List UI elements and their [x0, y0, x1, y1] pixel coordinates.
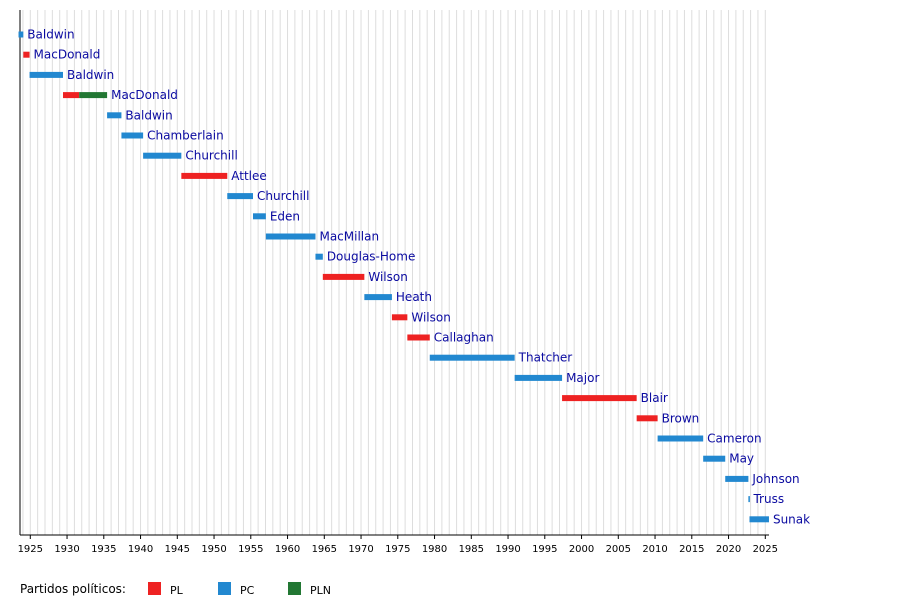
pm-name-label: Wilson	[411, 310, 450, 324]
x-tick-label: 1940	[128, 544, 153, 555]
timeline-bar	[23, 51, 30, 58]
pm-name-label: Baldwin	[67, 68, 114, 82]
x-tick-label: 2015	[679, 544, 704, 555]
pm-name-label: Chamberlain	[147, 129, 224, 143]
timeline-bar	[514, 374, 563, 381]
timeline-bar	[322, 273, 365, 280]
legend-label-pc: PC	[240, 584, 255, 597]
timeline-bar	[315, 253, 323, 260]
pm-name-label: Heath	[396, 290, 432, 304]
x-tick-label: 1995	[532, 544, 557, 555]
timeline-bar	[636, 415, 658, 422]
pm-name-label: Thatcher	[518, 351, 573, 365]
timeline-bar	[391, 314, 408, 321]
party-legend: Partidos políticos: PL PC PLN	[20, 582, 331, 597]
timeline-bar	[562, 395, 637, 402]
pm-name-label: Baldwin	[125, 108, 172, 122]
timeline-bars: Baldwin MacDonald Baldwin MacDonald Baldwin C…	[18, 28, 810, 526]
timeline-bar	[703, 455, 726, 462]
legend-label-pln: PLN	[310, 584, 331, 597]
x-tick-label: 1985	[459, 544, 484, 555]
x-tick-label: 1925	[18, 544, 43, 555]
pm-name-label: Eden	[270, 209, 300, 223]
x-tick-label: 1935	[91, 544, 116, 555]
legend-swatch-pc	[218, 582, 231, 595]
timeline-bar	[429, 354, 515, 361]
pm-name-label: Sunak	[773, 512, 810, 526]
timeline-bar	[227, 193, 253, 200]
pm-name-label: Blair	[641, 391, 668, 405]
x-tick-label: 2000	[569, 544, 594, 555]
x-tick-label: 1980	[422, 544, 447, 555]
x-tick-label: 2020	[716, 544, 741, 555]
pm-name-label: Callaghan	[434, 331, 494, 345]
timeline-bar	[748, 496, 750, 503]
timeline-bar	[364, 294, 392, 301]
pm-name-label: Major	[566, 371, 599, 385]
pm-name-label: Brown	[662, 411, 700, 425]
x-tick-label: 1945	[165, 544, 190, 555]
pm-name-label: MacDonald	[34, 48, 101, 62]
pm-name-label: Churchill	[257, 189, 309, 203]
x-tick-label: 1975	[385, 544, 410, 555]
legend-swatch-pl	[148, 582, 161, 595]
x-tick-label: 2005	[606, 544, 631, 555]
timeline-bar	[265, 233, 316, 240]
timeline-bar	[252, 213, 266, 220]
pm-name-label: Attlee	[231, 169, 267, 183]
timeline-bar	[121, 132, 144, 139]
x-tick-label: 1950	[201, 544, 226, 555]
timeline-bar	[725, 475, 749, 482]
x-tick-label: 2025	[753, 544, 778, 555]
x-tick-label: 1955	[238, 544, 263, 555]
x-tick-label: 1990	[495, 544, 520, 555]
x-axis: 1925 1930 1935 1940 1945 1950 1955 1960 1965 1970…	[18, 10, 778, 555]
timeline-bar	[749, 516, 769, 523]
pm-name-label: Cameron	[707, 432, 761, 446]
pm-name-label: Churchill	[185, 149, 237, 163]
legend-title: Partidos políticos:	[20, 582, 126, 596]
x-tick-label: 1970	[348, 544, 373, 555]
pm-name-label: MacDonald	[111, 88, 178, 102]
pm-name-label: Douglas-Home	[327, 250, 416, 264]
legend-label-pl: PL	[170, 584, 184, 597]
timeline-bar	[107, 112, 122, 119]
pm-name-label: MacMillan	[319, 230, 379, 244]
timeline-bar	[62, 92, 80, 99]
pm-name-label: Johnson	[751, 472, 799, 486]
timeline-bar	[18, 31, 24, 38]
x-tick-label: 2010	[642, 544, 667, 555]
timeline-bar	[181, 172, 228, 179]
x-tick-label: 1960	[275, 544, 300, 555]
x-tick-label: 1930	[54, 544, 79, 555]
timeline-bar	[657, 435, 704, 442]
pm-name-label: Baldwin	[27, 28, 74, 42]
timeline-bar	[79, 92, 108, 99]
x-tick-label: 1965	[312, 544, 337, 555]
pm-name-label: Truss	[752, 492, 784, 506]
pm-name-label: Wilson	[368, 270, 407, 284]
legend-swatch-pln	[288, 582, 301, 595]
timeline-bar	[29, 71, 63, 78]
timeline-bar	[143, 152, 182, 159]
pm-name-label: May	[729, 452, 754, 466]
timeline-bar	[407, 334, 430, 341]
